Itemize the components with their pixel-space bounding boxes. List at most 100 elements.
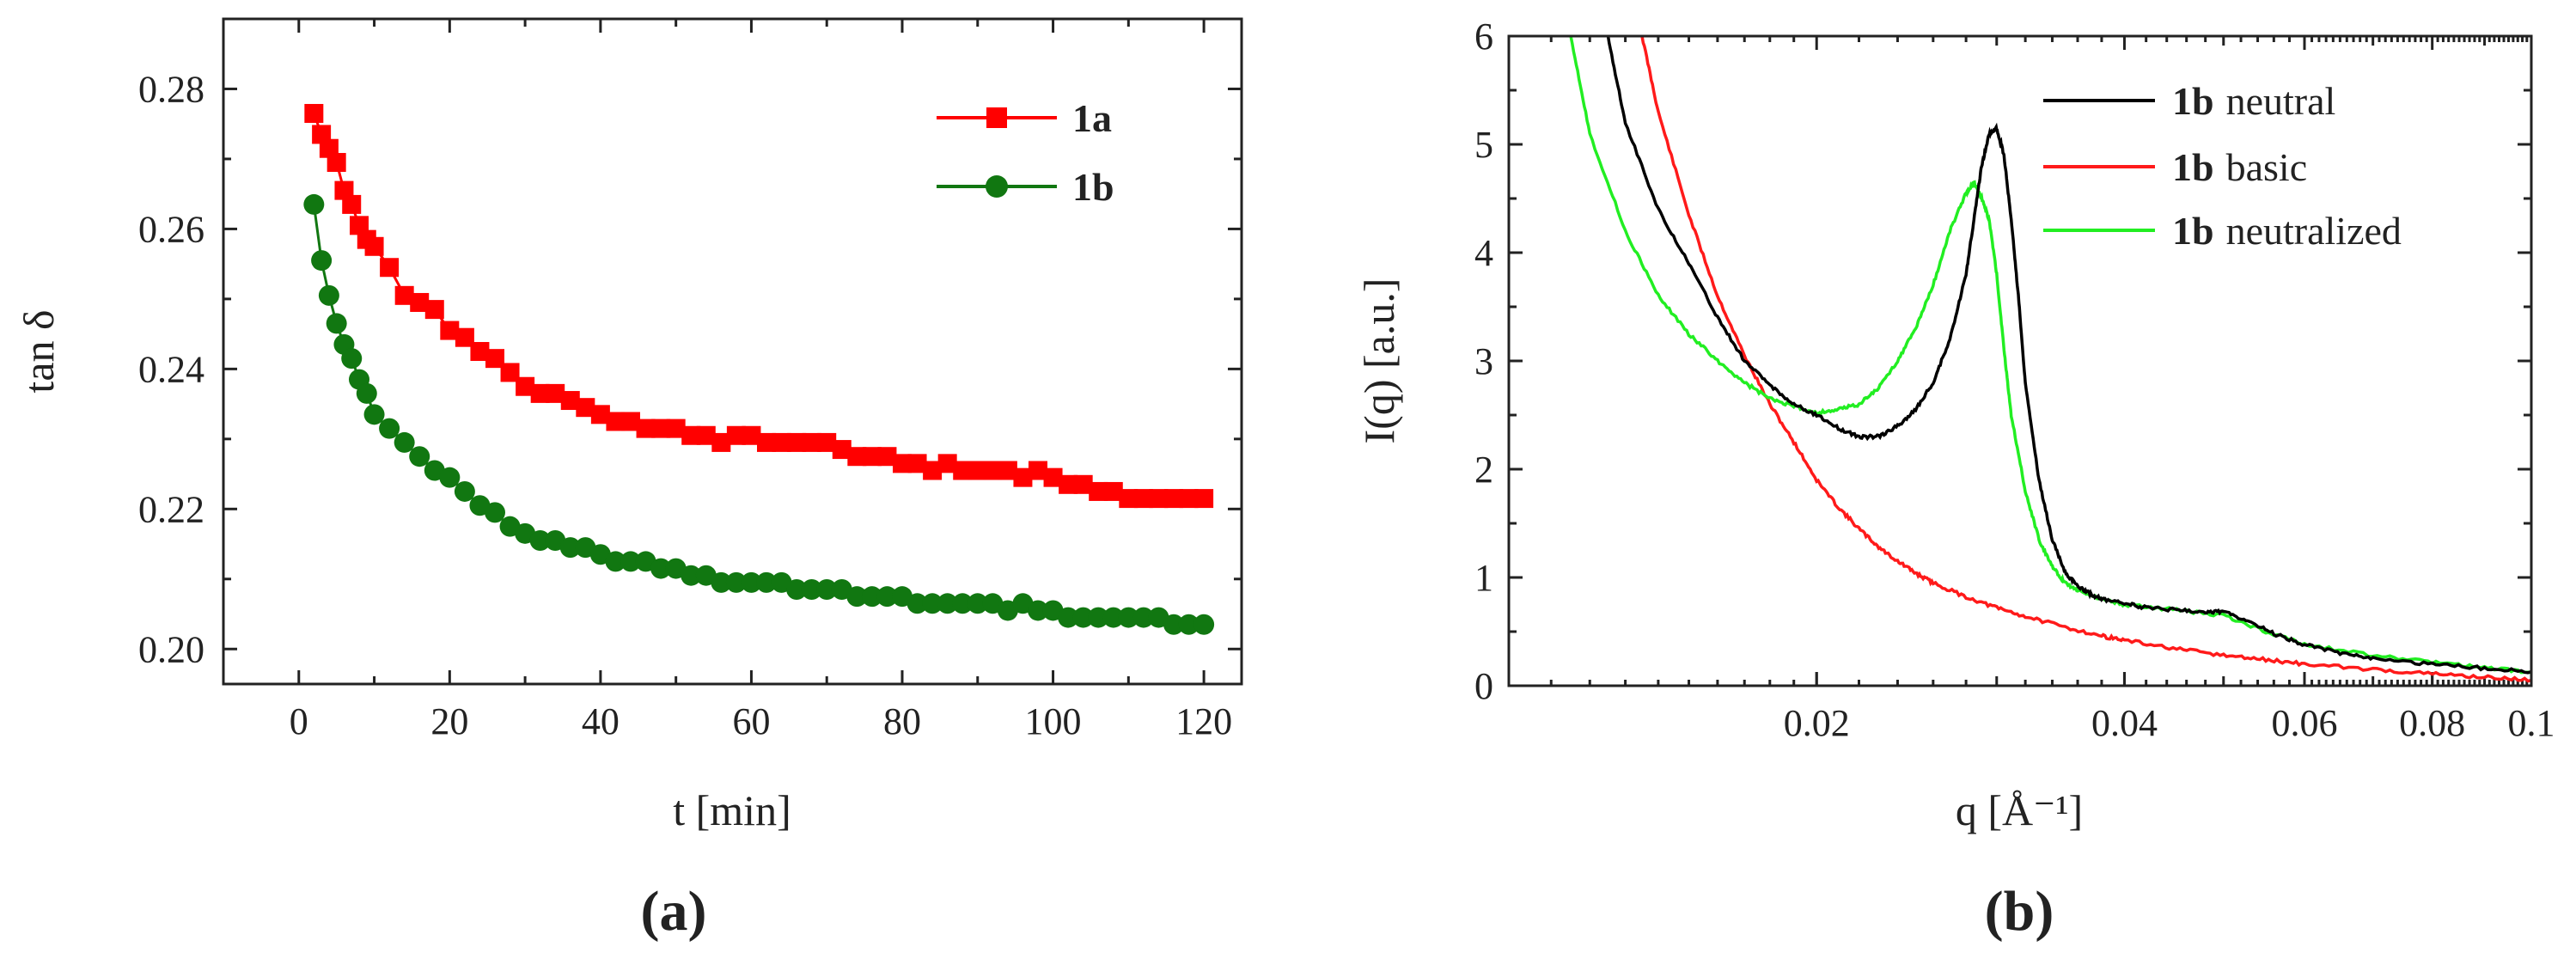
series-1a-point	[1179, 489, 1199, 509]
series-1a-point	[847, 447, 867, 467]
series-1a-point	[1089, 481, 1108, 501]
series-1b-point	[303, 193, 325, 215]
panel-b-x-tick-label: 0.02	[1784, 702, 1850, 744]
series-1a-point	[893, 454, 912, 473]
series-1b-point	[756, 571, 777, 593]
panel-b-y-tick-label: 2	[1474, 449, 1493, 491]
series-1a-point	[877, 447, 897, 467]
series-1a-point	[516, 376, 535, 396]
panel-b-y-tick-label: 6	[1474, 15, 1493, 58]
series-1a-point	[907, 454, 927, 473]
series-1b-point	[559, 537, 581, 559]
series-1b-point	[876, 586, 898, 608]
series-1b-point	[326, 313, 347, 334]
legend-neutralized-bold: 1b	[2172, 209, 2214, 253]
series-1b-point	[620, 551, 641, 572]
series-1a-point	[862, 447, 882, 467]
panel-b-y-axis-label: I(q) [a.u.]	[1355, 278, 1403, 444]
series-1a-point	[757, 432, 776, 452]
series-1a	[304, 103, 1214, 509]
panel-b-x-axis-label: q [Å⁻¹]	[1956, 786, 2083, 834]
series-1a-point	[500, 363, 520, 382]
series-1a-point	[953, 461, 973, 480]
series-1a-point	[1059, 474, 1078, 494]
series-1a-point	[394, 285, 414, 305]
panel-b-x-tick-label: 0.1	[2508, 702, 2555, 744]
series-1a-point	[327, 153, 346, 173]
series-1a-point	[440, 321, 460, 340]
series-1a-point	[1013, 467, 1033, 487]
panel-b-x-tick-label: 0.04	[2091, 702, 2158, 744]
legend-1a-label: 1a	[1072, 96, 1112, 140]
series-1b-point	[922, 593, 943, 614]
series-1a-point	[455, 327, 474, 347]
legend-1b-label: 1b	[1072, 165, 1114, 209]
series-1a-point	[726, 425, 746, 445]
series-1a-point	[470, 342, 490, 361]
panel-b-ticks	[1509, 34, 2533, 687]
panel-a-y-tick-label: 0.22	[138, 488, 204, 530]
series-1a-point	[636, 418, 656, 438]
series-1b-point	[967, 593, 988, 614]
series-1a-point	[666, 418, 686, 438]
series-1a-point	[1194, 489, 1214, 509]
series-1a-point	[937, 454, 957, 473]
panel-a-y-tick-labels: 0.20 0.22 0.24 0.26 0.28	[138, 68, 204, 670]
series-1b-point	[1058, 607, 1079, 628]
panel-b-y-tick-label: 4	[1474, 232, 1493, 274]
series-1b	[303, 193, 1215, 635]
legend-basic-label: 1b basic	[2172, 145, 2307, 189]
legend-basic-bold: 1b	[2172, 145, 2214, 189]
series-1a-point	[590, 405, 610, 425]
series-1b-point	[529, 529, 551, 551]
panel-a-x-tick-label: 80	[883, 700, 921, 742]
series-1a-point	[1029, 461, 1047, 480]
series-1b-point	[650, 558, 672, 579]
series-1b-point	[1178, 614, 1199, 635]
series-1a-point	[968, 461, 987, 480]
series-1b-point	[454, 480, 475, 502]
series-1b-point	[1028, 600, 1048, 621]
series-1b-point	[681, 565, 702, 586]
series-1a-point	[1073, 474, 1093, 494]
series-1b-point	[439, 467, 461, 488]
legend-neutral-bold: 1b	[2172, 79, 2214, 123]
series-1a-point	[696, 425, 716, 445]
series-1a-point	[998, 461, 1017, 480]
series-1a-point	[485, 349, 504, 369]
series-1a-point	[742, 425, 761, 445]
series-1a-point	[711, 432, 731, 452]
panel-a-y-tick-label: 0.24	[138, 348, 204, 390]
series-1b-point	[1102, 607, 1124, 628]
series-1b-point	[711, 571, 732, 593]
series-1b-point	[816, 579, 838, 601]
series-1a-point	[1043, 467, 1063, 487]
series-1a-point	[621, 412, 640, 431]
series-1b-point	[394, 431, 415, 453]
legend-basic-text: basic	[2226, 145, 2308, 189]
series-1a-point	[1103, 481, 1123, 501]
series-1b-point	[1088, 607, 1109, 628]
panel-a-x-tick-label: 40	[582, 700, 620, 742]
legend-neutralized-text: neutralized	[2226, 209, 2402, 253]
series-1b-point	[725, 571, 747, 593]
panel-a-x-tick-label: 0	[290, 700, 308, 742]
panel-a-x-tick-label: 100	[1025, 700, 1082, 742]
panel-a-y-tick-label: 0.26	[138, 208, 204, 250]
panel-b-y-tick-label: 5	[1474, 124, 1493, 166]
series-1a-point	[546, 383, 565, 403]
series-1a-point	[1119, 489, 1138, 509]
panel-a-x-tick-label: 120	[1175, 700, 1232, 742]
series-1a-point	[364, 236, 384, 256]
panel-a-chart: 0 20 40 60 80 100 120 0.20 0.22 0.24 0.26 0.28 t […	[15, 17, 1243, 943]
series-1b-point	[341, 348, 363, 370]
panel-b-label: (b)	[1985, 880, 2054, 943]
series-1a-point	[802, 432, 821, 452]
series-1a-point	[787, 432, 807, 452]
series-1a-point	[772, 432, 791, 452]
panel-b-y-tick-label: 0	[1474, 665, 1493, 707]
series-1b-point	[846, 586, 868, 608]
series-1a-point	[606, 412, 626, 431]
series-1b-point	[1072, 607, 1094, 628]
